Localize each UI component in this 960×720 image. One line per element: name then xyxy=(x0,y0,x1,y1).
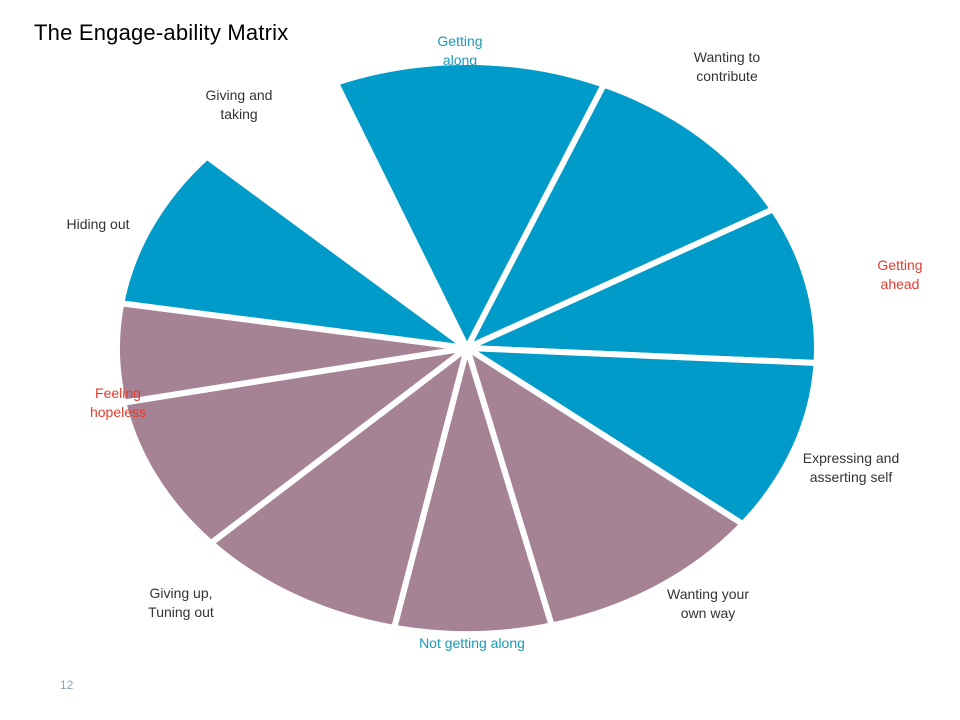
segment-wanting-to-contribute xyxy=(464,81,777,351)
label-getting-along: Getting along xyxy=(437,33,483,68)
label-giving-and-taking: Giving and taking xyxy=(205,87,273,122)
segment-wanting-your-own-way xyxy=(464,345,746,629)
page-number: 12 xyxy=(60,678,74,692)
segment-getting-along xyxy=(332,58,607,351)
label-giving-up-tuning-out: Giving up, Tuning out xyxy=(148,585,214,620)
segment-feeling-hopeless xyxy=(120,345,470,547)
label-wanting-your-own-way: Wanting your own way xyxy=(667,586,749,621)
segment-getting-ahead xyxy=(464,206,820,366)
slide-title: The Engage-ability Matrix xyxy=(34,20,289,45)
segment-giving-up-tuning-out xyxy=(208,345,470,631)
label-feeling-hopeless: Feeling hopeless xyxy=(89,385,147,420)
label-getting-ahead: Getting ahead xyxy=(877,257,923,292)
segment-giving-and-taking xyxy=(118,153,470,351)
label-hiding-out: Hiding out xyxy=(66,216,130,232)
label-expressing-and-asserting-self: Expressing and asserting self xyxy=(802,450,900,485)
segment-expressing-and-asserting-self xyxy=(464,345,820,528)
label-not-getting-along: Not getting along xyxy=(419,635,525,651)
label-wanting-to-contribute: Wanting to contribute xyxy=(693,49,761,84)
segment-not-getting-along xyxy=(391,345,555,638)
